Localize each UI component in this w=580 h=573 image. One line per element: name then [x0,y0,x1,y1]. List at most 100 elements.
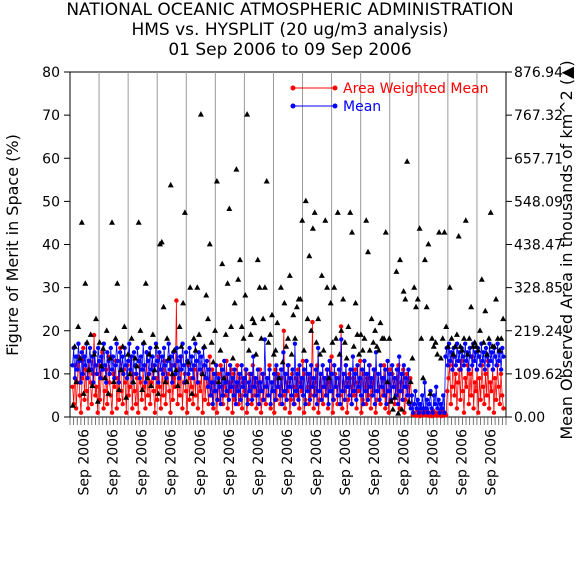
triangle-point [398,406,405,412]
triangle-point [382,229,389,235]
data-point [197,367,203,372]
data-point [349,401,354,407]
data-point [392,376,397,381]
triangle-point [73,378,80,385]
triangle-point [329,339,336,345]
data-point [309,363,314,368]
data-point [477,376,482,381]
data-point [498,371,504,377]
data-point [329,371,335,377]
data-point [104,380,109,385]
data-point [131,350,137,355]
triangle-point [244,111,251,117]
data-point [155,397,160,402]
triangle-point [192,347,199,353]
data-point [126,393,131,398]
data-point [340,406,345,411]
data-point [134,371,139,377]
data-point [179,367,184,372]
data-point [445,363,450,368]
triangle-point [158,238,165,245]
data-point [398,388,403,394]
triangle-point [404,158,411,164]
data-point [317,388,322,394]
data-point [194,358,199,364]
series-layer [69,111,507,419]
data-point [368,406,374,411]
triangle-point [87,331,94,337]
data-point [443,354,448,359]
data-point [480,384,486,389]
data-point [123,363,129,368]
data-point [328,388,334,394]
data-point [80,371,86,377]
data-point [346,397,351,402]
data-point [486,363,491,368]
data-point [460,354,466,359]
data-point [339,337,344,342]
data-point [420,393,425,398]
triangle-point [93,315,99,322]
triangle-point [306,252,313,259]
data-point [267,363,272,368]
data-point [175,401,180,407]
data-point [334,376,339,381]
triangle-point [468,303,475,310]
data-point [148,401,153,407]
triangle-point [107,355,114,361]
triangle-point [370,339,377,345]
triangle-point [407,378,414,385]
data-point [209,380,214,385]
triangle-point [320,347,327,353]
data-point [489,388,494,394]
data-point [287,410,292,415]
data-point [307,397,313,402]
triangle-point [164,335,171,341]
triangle-point [293,303,300,310]
data-point [282,388,287,394]
data-point [366,393,371,398]
data-point [496,358,501,364]
triangle-point [372,327,379,333]
data-point [303,401,308,407]
triangle-point [473,343,480,349]
legend-item-area-weighted-mean: Area Weighted Mean [290,81,489,97]
data-point [415,397,420,402]
triangle-point [171,347,178,353]
y-tick-label: 10 [42,367,60,383]
x-tick-label: Sep 2006 [367,429,383,496]
triangle-point [336,351,343,357]
data-point [77,393,83,398]
data-point [247,388,252,394]
data-point [422,380,427,385]
x-tick-label: Sep 2006 [164,429,180,496]
data-point [127,384,133,389]
data-point [425,410,431,415]
triangle-point [116,386,123,392]
data-point [252,384,257,389]
data-point [249,401,254,407]
data-point [421,410,426,415]
y-axis-title: Figure of Merit in Space (%) [3,134,22,356]
data-point [210,401,215,407]
data-point [447,358,453,364]
triangle-point [141,339,147,345]
triangle-point [400,288,407,294]
data-point [445,388,450,394]
triangle-point [405,398,412,404]
data-point [412,401,417,407]
data-point [454,406,460,411]
triangle-point [432,339,439,345]
triangle-point [245,347,252,353]
data-point [283,371,288,377]
data-point [254,393,259,398]
data-point [129,354,134,359]
triangle-point [132,355,139,361]
data-point [109,367,115,372]
data-point [287,384,292,389]
data-point [406,367,411,372]
data-point [363,388,368,394]
triangle-point [455,233,462,239]
triangle-point [356,351,363,357]
triangle-point [167,181,174,188]
